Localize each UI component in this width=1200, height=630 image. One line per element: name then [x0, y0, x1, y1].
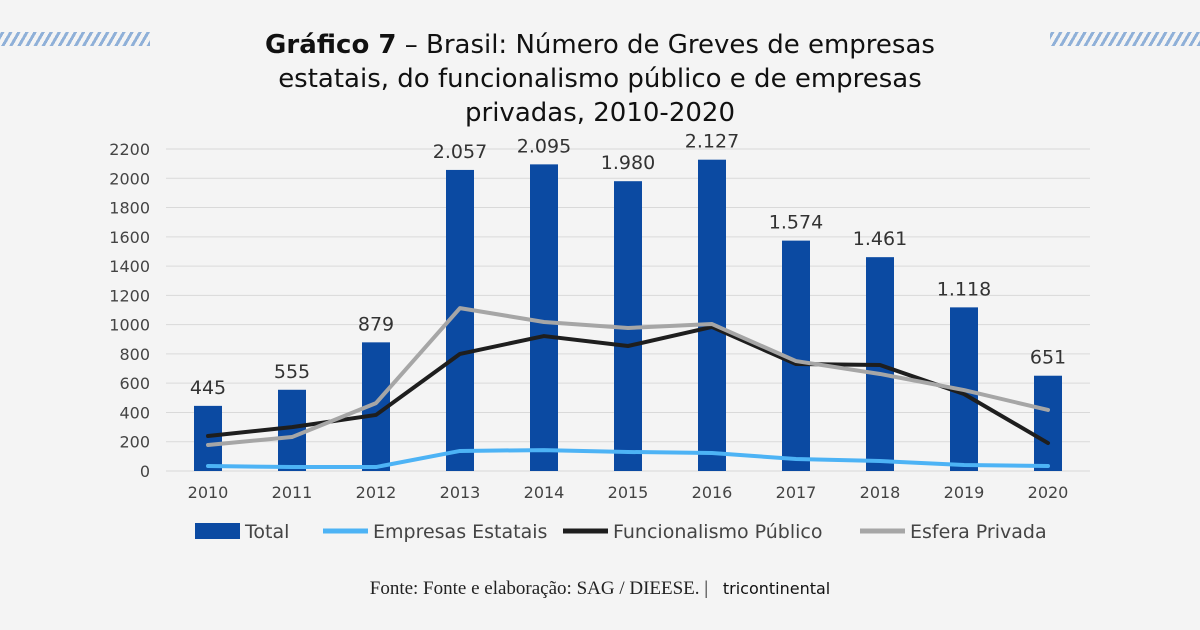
y-tick-label: 1400	[109, 257, 150, 276]
x-tick-label: 2020	[1028, 483, 1069, 502]
y-tick-label: 2200	[109, 140, 150, 159]
x-tick-label: 2018	[860, 483, 901, 502]
source-note: Fonte: Fonte e elaboração: SAG / DIEESE.…	[0, 578, 1200, 600]
legend-label: Esfera Privada	[910, 521, 1047, 543]
y-tick-label: 200	[119, 433, 150, 452]
legend-label: Total	[244, 521, 289, 543]
x-tick-label: 2012	[356, 483, 397, 502]
data-label: 555	[274, 361, 310, 383]
bar-total	[698, 159, 726, 471]
bar-total	[530, 164, 558, 472]
data-label: 1.118	[937, 278, 991, 300]
data-label: 2.127	[685, 131, 739, 153]
bar-total	[1034, 375, 1062, 471]
data-label: 2.095	[517, 135, 571, 157]
y-tick-label: 1000	[109, 316, 150, 335]
source-text: Fonte: Fonte e elaboração: SAG / DIEESE.…	[369, 578, 709, 599]
x-tick-label: 2015	[608, 483, 649, 502]
x-tick-label: 2014	[524, 483, 565, 502]
data-label: 1.574	[769, 212, 823, 234]
title-bold: Gráfico 7	[265, 30, 397, 60]
y-tick-label: 400	[119, 403, 150, 422]
y-tick-label: 1600	[109, 228, 150, 247]
data-label: 1.980	[601, 152, 655, 174]
data-label: 879	[358, 313, 394, 335]
tricontinental-logo: tricontinental	[722, 579, 831, 598]
x-tick-label: 2019	[944, 483, 985, 502]
data-label: 445	[190, 377, 226, 399]
legend-swatch	[195, 523, 240, 539]
title-rest: – Brasil: Número de Greves de empresas e…	[278, 30, 935, 128]
line-funcionalismo-p-blico	[206, 324, 1050, 446]
x-tick-label: 2011	[272, 483, 313, 502]
x-tick-label: 2013	[440, 483, 481, 502]
x-tick-label: 2016	[692, 483, 733, 502]
legend-label: Funcionalismo Público	[613, 521, 823, 543]
y-tick-label: 2000	[109, 169, 150, 188]
x-tick-label: 2010	[188, 483, 229, 502]
bar-total	[278, 389, 306, 471]
decorative-stripes-left	[0, 32, 150, 46]
y-tick-label: 800	[119, 345, 150, 364]
data-label: 1.461	[853, 228, 907, 250]
y-tick-label: 1800	[109, 199, 150, 218]
line-esfera-privada	[206, 306, 1050, 447]
y-tick-label: 600	[119, 374, 150, 393]
legend-label: Empresas Estatais	[373, 521, 547, 543]
x-tick-label: 2017	[776, 483, 817, 502]
data-label: 651	[1030, 347, 1066, 369]
data-label: 2.057	[433, 141, 487, 163]
decorative-stripes-right	[1050, 32, 1200, 46]
y-tick-label: 1200	[109, 286, 150, 305]
y-tick-label: 0	[140, 462, 150, 481]
bar-total	[194, 405, 222, 471]
line-empresas-estatais	[206, 448, 1050, 470]
chart-title: Gráfico 7 – Brasil: Número de Greves de …	[0, 28, 1200, 130]
